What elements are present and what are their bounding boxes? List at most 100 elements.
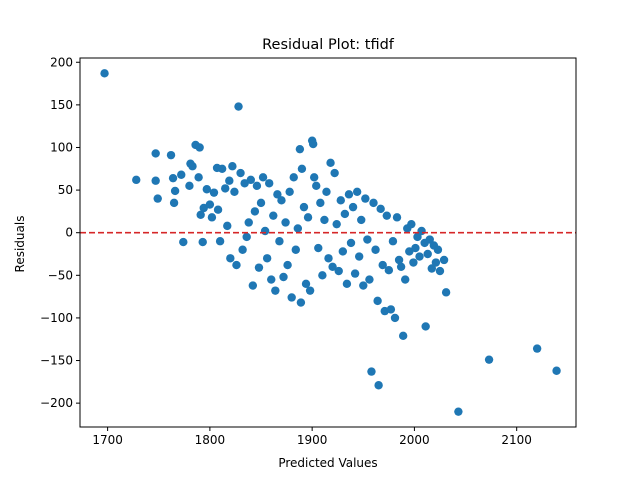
data-point [396,262,406,271]
data-point [177,170,186,179]
data-point [532,344,542,353]
data-point [289,173,298,182]
data-point [273,190,282,199]
data-point [423,249,432,259]
data-point [291,245,300,254]
data-point [185,181,194,191]
data-point [386,305,396,314]
data-point [330,168,339,178]
data-point [350,269,360,278]
data-point [168,173,178,183]
data-point [308,139,318,149]
data-point [301,279,311,289]
data-point [433,245,443,254]
data-point [287,293,296,302]
data-point [199,203,208,213]
data-point [413,232,422,242]
data-point [374,381,383,390]
y-tick-label: −200 [40,396,73,410]
data-point [132,175,141,185]
data-point [376,204,385,214]
data-point [314,243,323,253]
data-point [378,260,387,270]
data-point [552,366,561,375]
data-point [256,198,266,208]
data-point [336,196,345,205]
data-point [390,313,400,323]
y-tick-label: −100 [40,311,73,325]
data-point [401,275,410,284]
data-point [382,211,391,220]
data-point [297,164,307,173]
data-point [435,266,445,276]
data-point [384,266,394,275]
data-point [244,218,253,227]
data-point [342,279,352,289]
data-point [439,255,449,265]
data-point [226,254,235,263]
data-point [269,211,278,220]
data-point [258,173,268,182]
y-tick-label: 200 [50,55,73,69]
data-point [415,252,424,261]
data-point [363,235,372,244]
data-point [207,213,217,222]
data-point [221,184,230,193]
data-point [179,237,188,247]
data-point [194,173,203,182]
data-point [369,198,378,208]
data-point [359,281,368,290]
data-point [202,185,212,194]
data-point [338,247,348,256]
data-point [209,188,219,197]
data-point [407,219,416,229]
data-point [196,210,205,219]
data-point [344,190,354,199]
data-point [151,149,160,158]
plot-frame [79,57,577,428]
data-point [100,69,109,78]
data-point [367,367,376,376]
data-point [283,260,292,270]
data-point [411,243,420,253]
data-point [398,331,408,341]
x-tick-label: 2100 [501,433,532,447]
data-point [352,187,362,196]
data-point [299,202,309,212]
data-point [198,237,207,247]
x-tick-label: 1700 [92,433,123,447]
data-point [365,275,374,284]
data-point [484,355,494,364]
data-point [228,162,237,171]
data-point [252,181,262,191]
data-point [223,221,232,231]
data-point [373,296,382,306]
plot-area: 1700 1800 1900 2000 2100 −200 −150 −100 −50 0 50 10… [40,55,577,447]
data-point [303,213,313,222]
data-point [348,202,358,212]
data-point [215,237,225,246]
data-point [246,175,255,185]
data-point [454,407,463,416]
data-point [295,144,305,154]
data-point [225,176,234,185]
data-point [441,288,451,297]
data-point [394,255,404,265]
x-tick-label: 1900 [297,433,328,447]
data-point [357,215,366,225]
data-point [242,232,251,242]
data-point [169,198,179,208]
data-point [309,173,319,182]
data-point [271,286,280,295]
data-point [250,207,260,216]
data-point [354,252,364,261]
data-point [188,162,197,171]
data-point [371,245,380,254]
x-axis-title: Predicted Values [278,456,377,470]
data-point [153,194,162,203]
data-point [421,322,430,331]
data-point [318,271,327,280]
y-tick-label: −150 [40,354,73,368]
